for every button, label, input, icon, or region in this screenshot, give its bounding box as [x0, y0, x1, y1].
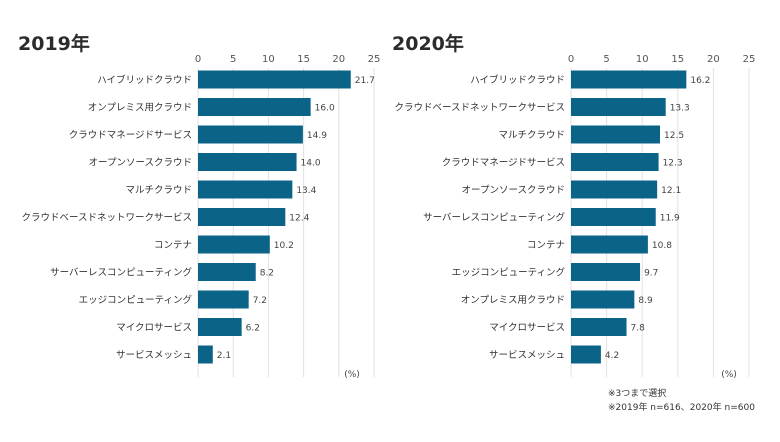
panel-2-value-label: 9.7	[644, 269, 658, 279]
panel-2-value-label: 11.9	[660, 214, 680, 224]
panel-2-value-label: 8.9	[638, 296, 653, 306]
panel-2-x-tick-label: 20	[707, 54, 720, 65]
panel-1-value-label: 13.4	[296, 186, 316, 196]
panel-2-x-tick-label: 0	[568, 54, 574, 65]
panel-2-category-label: エッジコンピューティング	[452, 267, 566, 279]
panel-2-bar	[571, 153, 659, 171]
panel-2-value-label: 12.3	[663, 159, 683, 169]
panel-1-value-label: 14.9	[307, 131, 327, 141]
panel-1-value-label: 21.7	[355, 76, 375, 86]
footnote-selection: ※3つまで選択	[608, 389, 667, 399]
panel-1-category-label: マルチクラウド	[125, 185, 192, 196]
panel-1-bar	[198, 318, 242, 336]
panel-2-category-label: マイクロサービス	[489, 323, 565, 334]
panel-1-x-tick-label: 0	[195, 54, 201, 65]
panel-1-category-label: サービスメッシュ	[116, 350, 192, 361]
panel-1-bar	[198, 180, 293, 199]
panel-1-bar	[198, 290, 249, 309]
panel-2-category-label: オンプレミス用クラウド	[461, 295, 565, 306]
panel-1-x-tick-label: 25	[368, 54, 381, 65]
panel-1-bar	[198, 153, 297, 171]
panel-1-x-tick-label: 15	[297, 54, 310, 65]
panel-1-bar	[198, 70, 351, 89]
panel-2-category-label: クラウドベースドネットワークサービス	[394, 103, 565, 114]
panel-2-category-label: サーバーレスコンピューティング	[423, 212, 565, 224]
panel-2-bar	[571, 208, 656, 226]
panel-1-bar	[198, 208, 286, 226]
panel-2-unit-label: (%)	[721, 370, 737, 380]
panel-2-category-label: クラウドマネージドサービス	[442, 158, 565, 169]
panel-2-bar	[571, 235, 648, 254]
panel-2-bar	[571, 180, 658, 199]
panel-2-category-label: ハイブリッドクラウド	[470, 74, 565, 86]
panel-2-bar	[571, 290, 635, 309]
panel-2-bar	[571, 125, 660, 144]
panel-2-x-tick-label: 10	[636, 54, 649, 65]
panel-1-category-label: マイクロサービス	[116, 323, 192, 334]
panel-1-title: 2019年	[18, 32, 90, 55]
panel-1-x-tick-label: 20	[332, 54, 345, 65]
panel-2-category-label: コンテナ	[527, 240, 565, 251]
panel-1-category-label: クラウドベースドネットワークサービス	[21, 213, 192, 224]
panel-1-value-label: 2.1	[217, 351, 231, 361]
panel-2-value-label: 12.1	[661, 186, 681, 196]
panel-1-category-label: ハイブリッドクラウド	[97, 74, 192, 86]
panel-2-value-label: 4.2	[605, 351, 619, 361]
panel-1-x-tick-label: 5	[230, 54, 236, 65]
panel-1-value-label: 6.2	[246, 324, 260, 334]
panel-2-bar	[571, 70, 687, 89]
panel-2-value-label: 13.3	[670, 104, 690, 114]
panel-2-title: 2020年	[392, 32, 464, 55]
panel-1-value-label: 10.2	[274, 241, 294, 251]
footnote-sample-size: ※2019年 n=616、2020年 n=600	[608, 403, 755, 413]
panel-2-value-label: 12.5	[664, 131, 684, 141]
panel-1-x-tick-label: 10	[262, 54, 275, 65]
panel-1-value-label: 14.0	[301, 159, 321, 169]
panel-2-bar	[571, 98, 666, 116]
panel-2-category-label: オープンソースクラウド	[462, 185, 565, 196]
panel-2-bar	[571, 345, 601, 364]
panel-1-bar	[198, 263, 256, 281]
panel-2-x-tick-label: 15	[671, 54, 684, 65]
panel-1-category-label: コンテナ	[154, 240, 192, 251]
panel-1-bar	[198, 125, 303, 144]
panel-2-x-tick-label: 5	[603, 54, 609, 65]
panel-1-value-label: 7.2	[253, 296, 267, 306]
panel-1-value-label: 8.2	[260, 269, 274, 279]
panel-1-category-label: クラウドマネージドサービス	[69, 130, 192, 141]
panel-1-value-label: 16.0	[315, 104, 335, 114]
panel-2-bar	[571, 318, 627, 336]
panel-1-unit-label: (%)	[344, 370, 360, 380]
panel-1-category-label: オンプレミス用クラウド	[88, 103, 192, 114]
panel-1-bar	[198, 235, 270, 254]
panel-2-bar	[571, 263, 641, 281]
panel-2-value-label: 10.8	[652, 241, 672, 251]
panel-1-category-label: サーバーレスコンピューティング	[50, 267, 192, 279]
panel-2-value-label: 7.8	[631, 324, 646, 334]
panel-1-bar	[198, 98, 311, 116]
panel-1-value-label: 12.4	[289, 214, 309, 224]
panel-2-value-label: 16.2	[690, 76, 710, 86]
panel-1-bar	[198, 345, 213, 364]
panel-2-category-label: マルチクラウド	[498, 130, 565, 141]
panel-1-category-label: オープンソースクラウド	[89, 158, 192, 169]
panel-2-category-label: サービスメッシュ	[489, 350, 565, 361]
panel-1-category-label: エッジコンピューティング	[79, 294, 193, 306]
panel-2-x-tick-label: 25	[743, 54, 756, 65]
